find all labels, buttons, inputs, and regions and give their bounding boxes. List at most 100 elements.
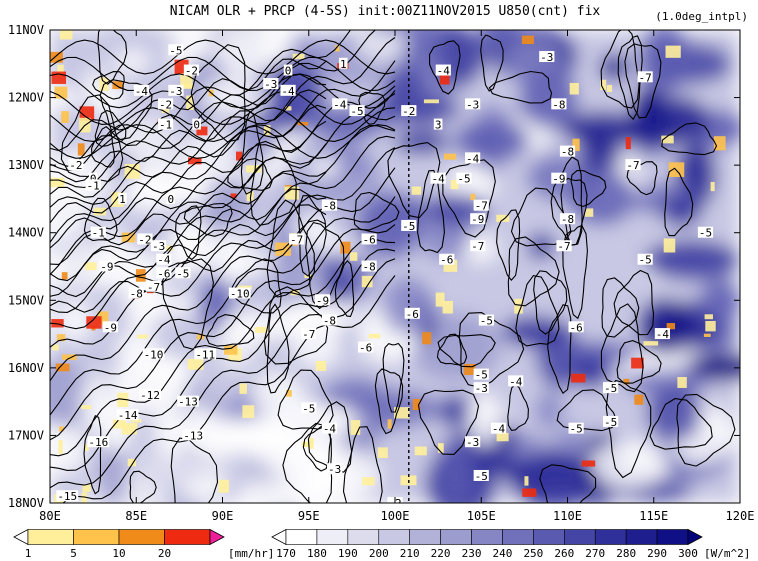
contour-label: -5 xyxy=(480,315,493,328)
precip-cell xyxy=(79,106,95,121)
contour-label: -1 xyxy=(159,119,172,132)
contour-line xyxy=(50,167,396,382)
precip-cell xyxy=(496,214,510,222)
precip-cell xyxy=(237,285,252,290)
clear-sky-patch xyxy=(141,293,198,316)
contour-label: -7 xyxy=(290,233,303,246)
precip-colorbar-max-cap xyxy=(209,528,225,546)
contour-label-box xyxy=(603,415,619,427)
precip-cell xyxy=(623,378,630,385)
precip-cell xyxy=(297,121,309,126)
precip-cell xyxy=(703,333,711,337)
olr-patch xyxy=(646,385,702,443)
contour-label: -5 xyxy=(350,105,363,118)
contour-label: -6 xyxy=(440,254,453,267)
olr-patch xyxy=(598,53,631,82)
contour-line xyxy=(91,126,116,168)
contour-label-box xyxy=(568,321,584,333)
precip-cell xyxy=(196,333,205,340)
olr-patch xyxy=(527,232,556,260)
contour-label-box xyxy=(478,314,495,326)
precip-cell xyxy=(112,419,126,429)
precip-cell xyxy=(414,446,427,456)
precip-cell xyxy=(710,181,715,192)
clear-sky-patch xyxy=(80,376,106,431)
contour-label-box xyxy=(56,490,79,502)
precip-cell xyxy=(187,358,204,370)
x-tick-label: 120E xyxy=(726,509,755,523)
olr-colorbar-swatch xyxy=(471,529,503,545)
contour-label: -11 xyxy=(195,348,215,361)
olr-patch xyxy=(111,354,187,412)
precip-cell xyxy=(82,484,91,492)
contour-line xyxy=(600,303,644,393)
precip-cell xyxy=(522,488,537,497)
precip-cell xyxy=(412,398,421,411)
olr-colorbar-level: 250 xyxy=(523,547,543,560)
contour-label: -7 xyxy=(147,281,160,294)
contour-line xyxy=(442,159,496,238)
contour-label-box xyxy=(539,51,555,63)
contour-label-box xyxy=(435,64,451,76)
contour-line xyxy=(507,383,529,431)
contour-label: -8 xyxy=(363,261,376,274)
precip-cell xyxy=(59,30,73,40)
contour-label-box xyxy=(151,240,167,252)
contour-label-box xyxy=(433,118,443,130)
contour-label: 0 xyxy=(193,119,200,132)
contour-label: -9 xyxy=(552,173,565,186)
olr-patch xyxy=(453,120,531,161)
precip-cell xyxy=(285,106,292,111)
contour-label: -5 xyxy=(176,267,189,280)
clear-sky-patch xyxy=(50,424,88,477)
precip-cell xyxy=(661,135,674,144)
contour-label: -9 xyxy=(100,261,113,274)
precip-cell xyxy=(58,440,63,455)
contour-line xyxy=(515,274,560,347)
contour-label: -9 xyxy=(471,213,484,226)
contour-label: -7 xyxy=(302,328,315,341)
contour-label: -16 xyxy=(88,436,108,449)
contour-label: -4 xyxy=(437,65,451,78)
contour-label-box xyxy=(142,348,165,360)
contour-label: -6 xyxy=(363,233,376,246)
y-tick-label: 16NOV xyxy=(8,361,44,375)
precip-cell xyxy=(230,193,237,199)
contour-line xyxy=(50,107,396,142)
olr-patch xyxy=(303,107,393,138)
precip-cell xyxy=(411,186,422,195)
contour-line xyxy=(50,219,327,313)
precip-cell xyxy=(162,245,174,251)
olr-colorbar-min-cap xyxy=(271,528,287,546)
contour-line xyxy=(162,258,214,350)
precip-cell xyxy=(569,82,579,95)
contour-label: 1 xyxy=(340,58,347,71)
contour-line xyxy=(175,205,202,261)
contour-line xyxy=(539,464,597,503)
contour-label-box xyxy=(568,422,584,434)
contour-label-box xyxy=(637,253,653,265)
contour-label: -3 xyxy=(328,463,341,476)
olr-colorbar-swatch xyxy=(594,529,627,545)
contour-label-box xyxy=(551,172,567,184)
olr-patch xyxy=(637,298,692,355)
contour-line xyxy=(50,113,396,297)
contour-line xyxy=(50,56,396,92)
contour-label: -8 xyxy=(323,200,336,213)
contour-line xyxy=(676,393,736,467)
contour-label-box xyxy=(280,84,296,96)
precip-cell xyxy=(387,419,392,429)
olr-colorbar-swatch xyxy=(440,529,472,545)
precip-cell xyxy=(52,344,59,351)
precip-legend: 1 5 10 20 xyxy=(13,528,225,560)
contour-label-box xyxy=(194,348,217,360)
precip-cell xyxy=(705,320,716,332)
y-tick-label: 17NOV xyxy=(8,428,44,442)
contour-label: -3 xyxy=(264,78,277,91)
contour-label: -8 xyxy=(323,315,336,328)
contour-label-box xyxy=(99,260,115,272)
precip-cell xyxy=(713,136,726,151)
contour-label-box xyxy=(625,159,641,171)
contour-label: -1 xyxy=(92,227,105,240)
